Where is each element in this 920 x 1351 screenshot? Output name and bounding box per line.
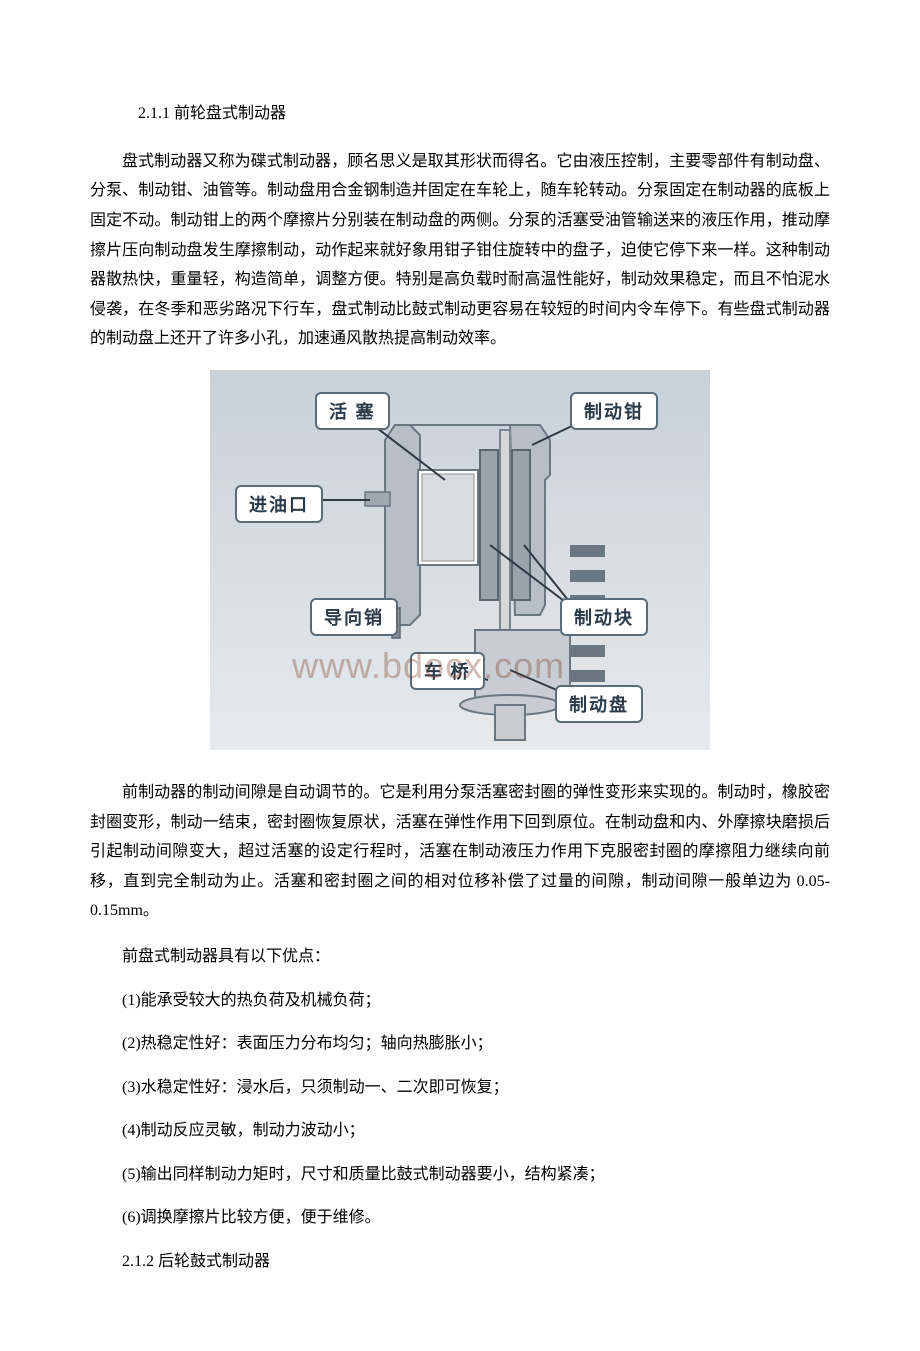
advantage-item: (6)调换摩擦片比较方便，便于维修。 — [90, 1203, 830, 1233]
section-title: 后轮鼓式制动器 — [158, 1253, 270, 1270]
label-brake-disc: 制动盘 — [555, 685, 643, 723]
brake-diagram: 活 塞 制动钳 进油口 导向销 制动块 车 桥 制动盘 www.bdocx.co… — [210, 370, 710, 750]
paragraph-1: 盘式制动器又称为碟式制动器，顾名思义是取其形状而得名。它由液压控制，主要零部件有… — [90, 147, 830, 354]
advantage-item: (3)水稳定性好：浸水后，只须制动一、二次即可恢复； — [90, 1073, 830, 1103]
section-title: 前轮盘式制动器 — [174, 105, 286, 122]
advantage-item: (1)能承受较大的热负荷及机械负荷； — [90, 986, 830, 1016]
advantages-intro: 前盘式制动器具有以下优点： — [90, 942, 830, 972]
label-piston: 活 塞 — [315, 392, 390, 430]
section-heading-2: 2.1.2 后轮鼓式制动器 — [90, 1247, 830, 1277]
section-heading-1: 2.1.1 前轮盘式制动器 — [138, 100, 830, 129]
paragraph-2: 前制动器的制动间隙是自动调节的。它是利用分泵活塞密封圈的弹性变形来实现的。制动时… — [90, 778, 830, 926]
label-caliper: 制动钳 — [570, 392, 658, 430]
label-brake-pad: 制动块 — [560, 598, 648, 636]
advantage-item: (2)热稳定性好：表面压力分布均匀；轴向热膨胀小； — [90, 1029, 830, 1059]
advantage-item: (4)制动反应灵敏，制动力波动小； — [90, 1116, 830, 1146]
section-number: 2.1.2 — [122, 1253, 154, 1270]
section-number: 2.1.1 — [138, 105, 170, 122]
label-oil-inlet: 进油口 — [235, 485, 323, 523]
label-guide-pin: 导向销 — [310, 598, 398, 636]
advantage-item: (5)输出同样制动力矩时，尺寸和质量比鼓式制动器要小，结构紧凑； — [90, 1160, 830, 1190]
label-axle: 车 桥 — [410, 652, 485, 690]
